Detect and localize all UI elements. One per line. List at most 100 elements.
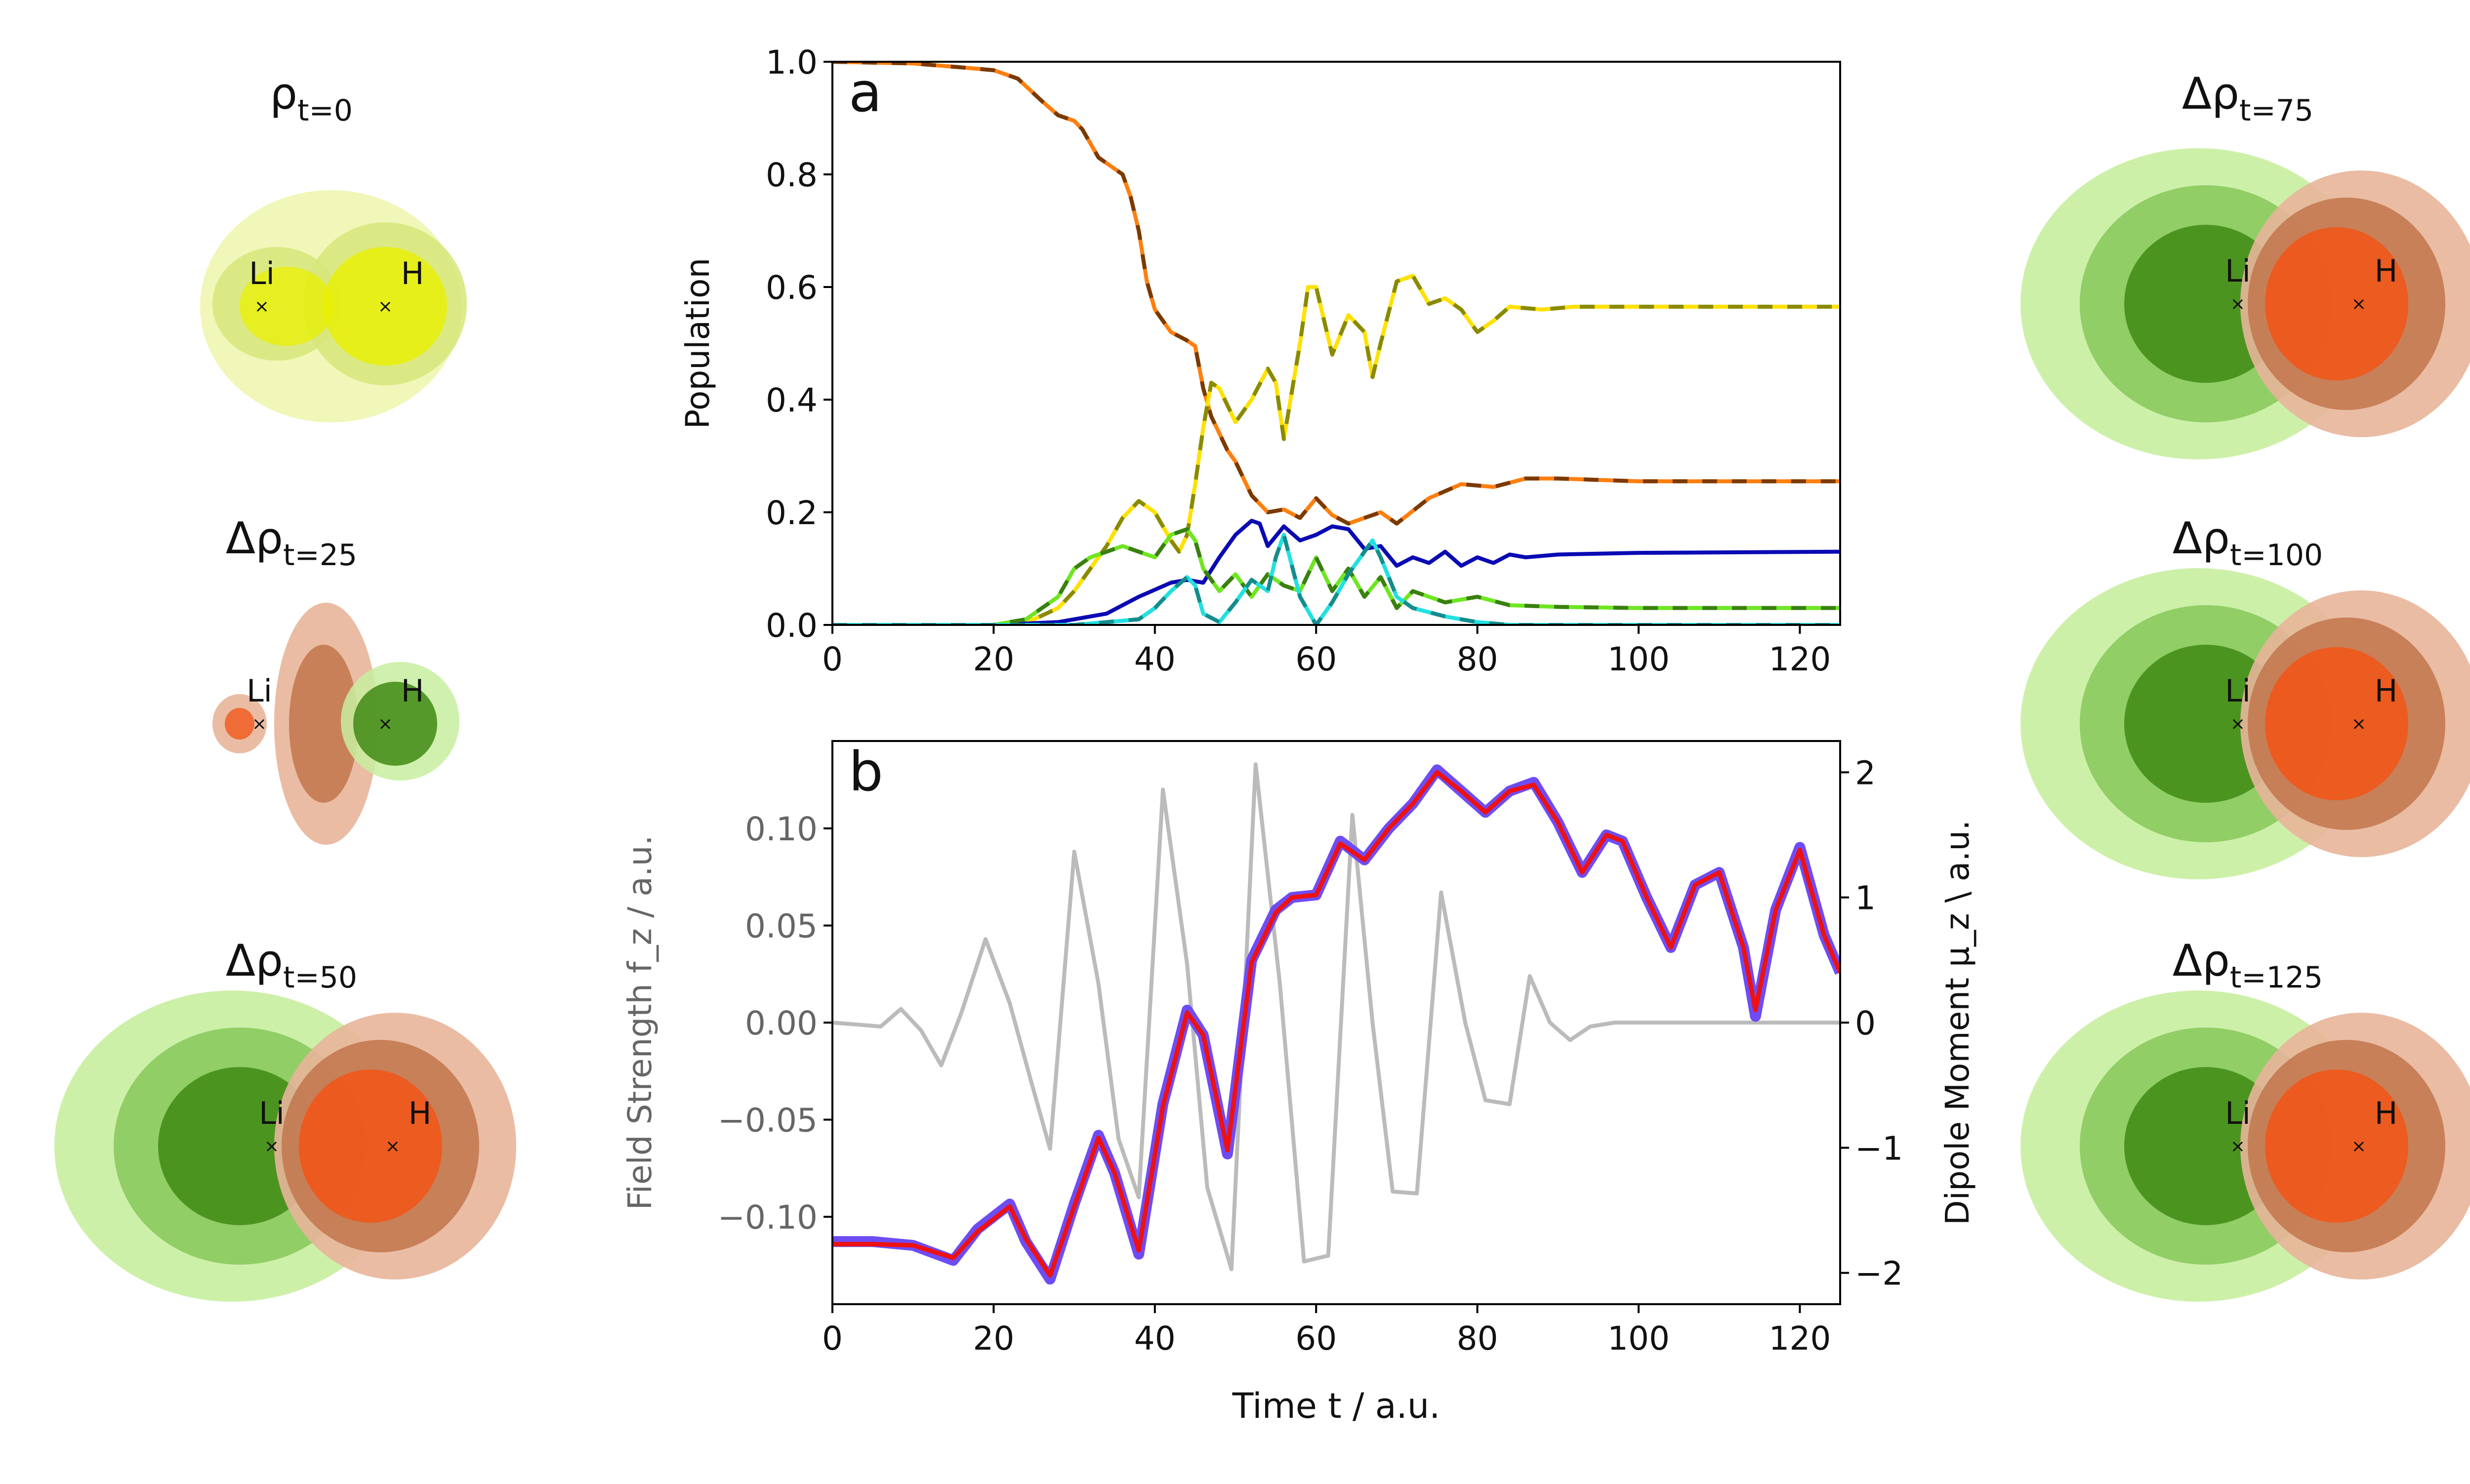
- li-position-marker: ×: [264, 1136, 279, 1156]
- density-panel-drho-t75: Δρt=75 Li H × ×: [2020, 68, 2470, 459]
- li-position-marker: ×: [252, 714, 267, 734]
- y-tick-label: 1.0: [766, 43, 818, 82]
- h-core: [353, 682, 437, 766]
- li-core: [225, 708, 254, 740]
- x-tick-label: 100: [1607, 640, 1670, 678]
- density-panel-title: Δρt=25: [226, 513, 357, 573]
- atom-label-li: Li: [2225, 673, 2251, 709]
- middle-core: [289, 645, 358, 803]
- density-panel-drho-t100: Δρt=100 Li H × ×: [2020, 513, 2470, 879]
- x-tick-label: 120: [1769, 1319, 1831, 1358]
- density-panel-title: Δρt=50: [226, 935, 357, 995]
- x-tick-label: 60: [1295, 640, 1337, 678]
- x-tick-label: 0: [822, 640, 843, 678]
- h-position-marker: ×: [2351, 294, 2366, 314]
- panel-label-a: a: [849, 61, 882, 124]
- x-tick-label: 40: [1134, 640, 1176, 678]
- density-isosurface-panels: ρt=0 Li H × × Δρt=25 Li H × × Δρt=50 Li H × × Δρt=75 Li H…: [54, 68, 2470, 1302]
- y-axis-label-left: Field Strength f_z / a.u.: [621, 835, 659, 1210]
- x-tick-label: 40: [1134, 1319, 1176, 1358]
- y-axis-label-right: Dipole Moment μ_z \ a.u.: [1938, 820, 1976, 1225]
- density-panel-title: Δρt=125: [2173, 935, 2323, 995]
- population-line-dash-1: [832, 274, 1840, 625]
- population-line-dash-0: [832, 62, 1840, 526]
- panel-label-b: b: [849, 740, 883, 803]
- y-tick-label: 0.05: [745, 907, 818, 945]
- population-line-dash-4: [832, 533, 1840, 625]
- y-tick-label: 0.6: [766, 269, 818, 307]
- population-line-4: [832, 533, 1840, 625]
- y2-tick-label: 1: [1855, 879, 1876, 917]
- x-axis-label: Time t / a.u.: [1232, 1386, 1441, 1426]
- x-tick-label: 20: [973, 1319, 1014, 1358]
- density-panel-title: Δρt=75: [2182, 68, 2313, 128]
- h-position-marker: ×: [385, 1136, 400, 1156]
- x-tick-label: 60: [1295, 1319, 1337, 1358]
- field-dipole-chart: 0 20 40 60 80 100 120−0.10−0.050.000.050.10−2−…: [621, 740, 1976, 1426]
- atom-label-h: H: [401, 255, 424, 291]
- atom-label-li: Li: [247, 673, 272, 709]
- population-line-0: [832, 62, 1840, 526]
- orange-core: [2265, 1070, 2408, 1223]
- y-tick-label: 0.10: [745, 810, 818, 848]
- y2-tick-label: −2: [1855, 1255, 1903, 1293]
- atom-label-h: H: [409, 1095, 432, 1131]
- atom-label-h: H: [2375, 253, 2398, 289]
- population-series-group: [832, 62, 1840, 625]
- y-tick-label: 0.4: [766, 381, 818, 419]
- axes-frame: [831, 61, 1841, 626]
- isosurface-shapes: [2020, 148, 2470, 459]
- density-panel-drho-t125: Δρt=125 Li H × ×: [2020, 935, 2470, 1302]
- y2-tick-label: −1: [1855, 1129, 1903, 1167]
- h-position-marker: ×: [378, 714, 393, 734]
- orange-core: [2265, 647, 2408, 800]
- dipole-smooth-line: [832, 770, 1840, 1278]
- atom-label-h: H: [401, 673, 424, 709]
- h-core: [324, 247, 447, 366]
- atom-label-li: Li: [2225, 1095, 2251, 1131]
- h-position-marker: ×: [378, 296, 393, 317]
- li-position-marker: ×: [2230, 294, 2245, 314]
- density-panel-rho-t0: ρt=0 Li H × ×: [200, 68, 467, 422]
- density-panel-title: ρt=0: [270, 68, 353, 128]
- atom-label-h: H: [2375, 673, 2398, 709]
- x-tick-label: 120: [1769, 640, 1831, 678]
- isosurface-shapes: [2020, 990, 2470, 1302]
- y-tick-label: −0.10: [718, 1198, 818, 1237]
- y-tick-label: 0.2: [766, 494, 818, 532]
- li-core: [240, 267, 333, 346]
- h-position-marker: ×: [2351, 714, 2366, 734]
- isosurface-shapes: [200, 190, 467, 422]
- x-tick-label: 20: [973, 640, 1014, 678]
- atom-label-li: Li: [259, 1095, 285, 1131]
- x-tick-label: 0: [822, 1319, 843, 1358]
- panel-b-series-group: [832, 762, 1840, 1285]
- population-chart: 0 20 40 60 80 100 120 0.0 0.2 0.4 0.6 0.8 1.0 Populat…: [679, 43, 1841, 678]
- orange-core: [299, 1070, 442, 1223]
- y2-tick-label: 0: [1855, 1004, 1876, 1042]
- y-axis-label: Population: [679, 258, 717, 429]
- density-panel-drho-t25: Δρt=25 Li H × ×: [212, 513, 459, 845]
- population-line-3: [832, 527, 1840, 625]
- x-tick-label: 80: [1457, 640, 1498, 678]
- li-position-marker: ×: [254, 296, 269, 317]
- y-tick-label: 0.00: [745, 1004, 818, 1042]
- y2-tick-label: 2: [1855, 754, 1876, 792]
- density-panel-title: Δρt=100: [2173, 513, 2323, 573]
- population-line-1: [832, 274, 1840, 625]
- isosurface-shapes: [54, 990, 516, 1302]
- isosurface-shapes: [2020, 568, 2470, 879]
- x-tick-label: 80: [1457, 1319, 1498, 1358]
- h-position-marker: ×: [2351, 1136, 2366, 1156]
- li-position-marker: ×: [2230, 714, 2245, 734]
- orange-core: [2265, 227, 2408, 380]
- atom-label-li: Li: [2225, 253, 2251, 289]
- x-tick-label: 100: [1607, 1319, 1670, 1358]
- density-panel-drho-t50: Δρt=50 Li H × ×: [54, 935, 516, 1302]
- atom-label-h: H: [2375, 1095, 2398, 1131]
- y-tick-label: −0.05: [718, 1102, 818, 1140]
- li-position-marker: ×: [2230, 1136, 2245, 1156]
- population-line-dash-3: [832, 527, 1840, 625]
